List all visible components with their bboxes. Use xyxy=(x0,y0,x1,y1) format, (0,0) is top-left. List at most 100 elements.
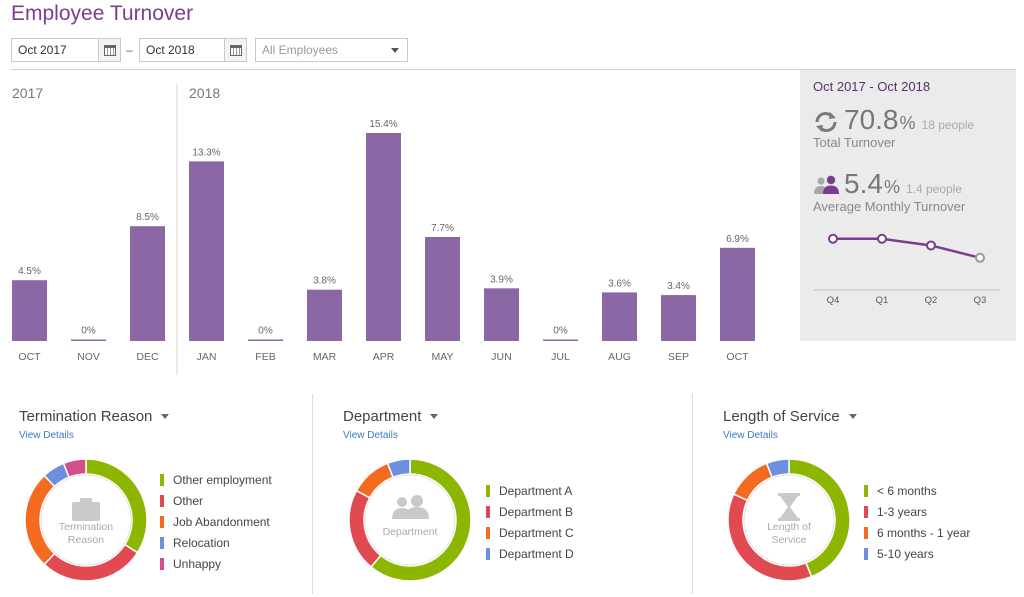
bar-value-label: 15.4% xyxy=(369,119,397,130)
legend-item-department-a[interactable]: Department A xyxy=(486,480,574,501)
x-tick-label: OCT xyxy=(18,351,41,363)
chevron-down-icon[interactable] xyxy=(161,414,170,419)
bar-value-label: 3.4% xyxy=(667,281,690,292)
start-date-value: Oct 2017 xyxy=(18,43,67,57)
x-tick-label: JAN xyxy=(197,351,217,363)
legend-item-relocation[interactable]: Relocation xyxy=(160,532,272,553)
year-label-2018: 2018 xyxy=(189,85,220,101)
department-view-details-link[interactable]: View Details xyxy=(343,430,398,441)
calendar-icon xyxy=(103,44,116,56)
bar-value-label: 0% xyxy=(553,326,568,337)
donut-center-label: Service xyxy=(771,534,806,546)
bar-may-7[interactable] xyxy=(425,237,460,341)
employees-select[interactable]: All Employees xyxy=(255,38,408,62)
monthly-turnover-label: Average Monthly Turnover xyxy=(813,199,966,214)
legend-label: < 6 months xyxy=(877,483,937,498)
start-date-picker[interactable]: Oct 2017 xyxy=(11,38,121,62)
legend-label: Other xyxy=(173,493,204,508)
donut-slice-unhappy[interactable] xyxy=(62,458,87,479)
legend-item-department-d[interactable]: Department D xyxy=(486,543,574,564)
people-icon xyxy=(392,495,429,519)
monthly-turnover-value: 5.4 % 1.4 people xyxy=(844,168,963,199)
x-tick-label: MAR xyxy=(313,351,337,363)
legend-swatch xyxy=(486,547,490,560)
legend-item-1-3-years[interactable]: 1-3 years xyxy=(864,501,970,522)
legend-item-department-b[interactable]: Department B xyxy=(486,501,574,522)
length-of-service-legend: < 6 months 1-3 years 6 months - 1 year 5-10… xyxy=(864,480,970,564)
termination-reason-title[interactable]: Termination Reason xyxy=(19,408,177,425)
bar-aug-10[interactable] xyxy=(602,292,637,341)
year-label-2017: 2017 xyxy=(12,85,43,101)
sparkline-point-q1[interactable] xyxy=(877,233,887,244)
donut-center-label: Termination xyxy=(59,521,113,533)
chevron-down-icon[interactable] xyxy=(430,414,439,419)
bar-value-label: 7.7% xyxy=(431,223,454,234)
legend-label: 5-10 years xyxy=(877,546,934,561)
bar-jan-3[interactable] xyxy=(189,161,224,341)
legend-label: 1-3 years xyxy=(877,504,928,519)
legend-swatch xyxy=(160,494,164,507)
legend-swatch xyxy=(864,505,868,518)
legend-item-other[interactable]: Other xyxy=(160,490,272,511)
header-divider xyxy=(11,69,1016,70)
bar-nov-1[interactable] xyxy=(71,339,106,342)
legend-label: Unhappy xyxy=(173,556,222,571)
sparkline-point-q3[interactable] xyxy=(975,252,985,263)
legend-label: Other employment xyxy=(173,472,272,487)
bar-feb-4[interactable] xyxy=(248,339,283,342)
donut-center-label: Length of xyxy=(767,521,811,533)
sparkline-point-q4[interactable] xyxy=(828,233,838,244)
total-turnover-value: 70.8 % 18 people xyxy=(844,104,975,135)
donut-center-label: Reason xyxy=(68,534,104,546)
length-of-service-title[interactable]: Length of Service xyxy=(723,408,865,425)
bar-apr-6[interactable] xyxy=(366,133,401,341)
legend-item-6-months-1-year[interactable]: 6 months - 1 year xyxy=(864,522,970,543)
panel-divider xyxy=(312,394,313,594)
bar-jun-8[interactable] xyxy=(484,288,519,341)
termination-reason-legend: Other employment Other Job Abandonment Relo… xyxy=(160,469,272,574)
department-title[interactable]: Department xyxy=(343,408,446,425)
legend-item-6-months[interactable]: < 6 months xyxy=(864,480,970,501)
legend-swatch xyxy=(486,484,490,497)
bar-sep-11[interactable] xyxy=(661,295,696,341)
sparkline-point-q2[interactable] xyxy=(926,240,936,251)
sparkline-line xyxy=(833,237,981,260)
department-donut[interactable]: Department xyxy=(344,454,476,586)
sparkline-tick-q3: Q3 xyxy=(974,295,987,306)
quarterly-sparkline: Q4 Q1 Q2 Q3 xyxy=(814,233,1000,306)
legend-label: Department B xyxy=(499,504,574,519)
legend-item-5-10-years[interactable]: 5-10 years xyxy=(864,543,970,564)
bar-jul-9[interactable] xyxy=(543,339,578,342)
termination-view-details-link[interactable]: View Details xyxy=(19,430,74,441)
legend-swatch xyxy=(160,515,164,528)
x-tick-label: SEP xyxy=(668,351,689,363)
legend-item-other-employment[interactable]: Other employment xyxy=(160,469,272,490)
start-date-calendar-button[interactable] xyxy=(98,39,120,61)
legend-item-department-c[interactable]: Department C xyxy=(486,522,574,543)
service-view-details-link[interactable]: View Details xyxy=(723,430,778,441)
bar-value-label: 13.3% xyxy=(192,147,220,158)
bar-mar-5[interactable] xyxy=(307,289,342,341)
end-date-calendar-button[interactable] xyxy=(224,39,246,61)
bar-value-label: 6.9% xyxy=(726,234,749,245)
bar-dec-2[interactable] xyxy=(130,226,165,341)
donut-slice-department-d[interactable] xyxy=(386,458,411,479)
donut-slice-5-10-years[interactable] xyxy=(765,458,790,479)
people-icon xyxy=(814,175,839,194)
legend-item-job-abandonment[interactable]: Job Abandonment xyxy=(160,511,272,532)
donut-center xyxy=(364,474,456,566)
bar-value-label: 3.8% xyxy=(313,276,336,287)
monthly-turnover-people: 1.4 people xyxy=(905,182,963,196)
sparkline-tick-q2: Q2 xyxy=(925,295,938,306)
bar-oct-0[interactable] xyxy=(12,280,47,341)
summary-date-range: Oct 2017 - Oct 2018 xyxy=(813,79,931,94)
end-date-value: Oct 2018 xyxy=(146,43,195,57)
end-date-picker[interactable]: Oct 2018 xyxy=(139,38,247,62)
bar-oct-12[interactable] xyxy=(720,247,755,341)
legend-item-unhappy[interactable]: Unhappy xyxy=(160,553,272,574)
legend-label: Job Abandonment xyxy=(173,514,270,529)
chevron-down-icon[interactable] xyxy=(848,414,857,419)
